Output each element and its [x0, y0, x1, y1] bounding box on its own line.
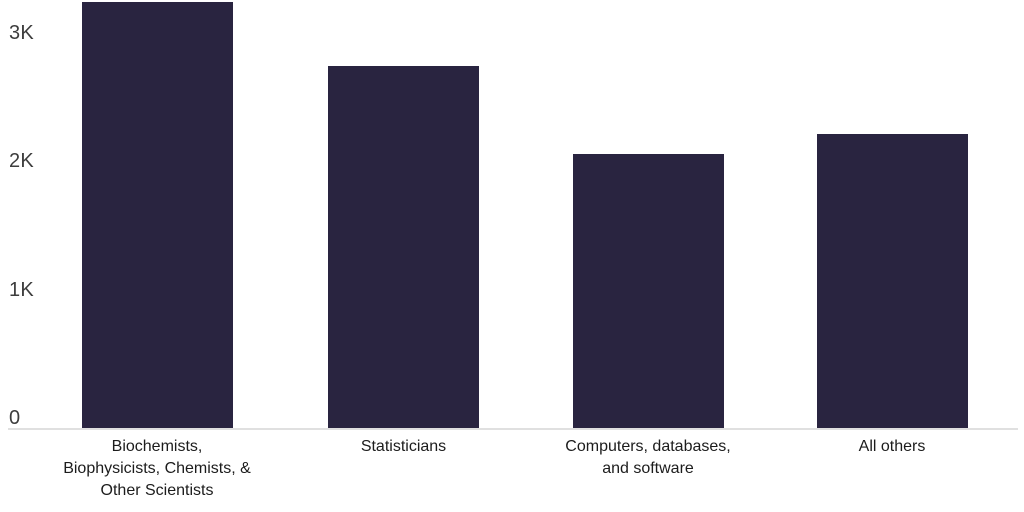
- y-tick-label-1k: 1K: [9, 278, 34, 301]
- bar-1[interactable]: [81, 2, 233, 428]
- bar-2[interactable]: [328, 66, 479, 428]
- bar-3[interactable]: [572, 153, 724, 428]
- x-category-label-4: All others: [858, 438, 926, 455]
- y-tick-label-3k: 3K: [9, 22, 34, 45]
- x-axis-line: [8, 428, 1018, 430]
- x-category-label-2: Statisticians: [360, 438, 447, 455]
- x-category-label-3: Computers, databases, and software: [565, 438, 731, 477]
- y-tick-label-0: 0: [9, 407, 21, 429]
- y-tick-label-2k: 2K: [9, 150, 34, 173]
- x-category-label-1: Biochemists, Biophysicists, Chemists, & Ot…: [63, 438, 251, 499]
- bar-4[interactable]: [816, 134, 968, 428]
